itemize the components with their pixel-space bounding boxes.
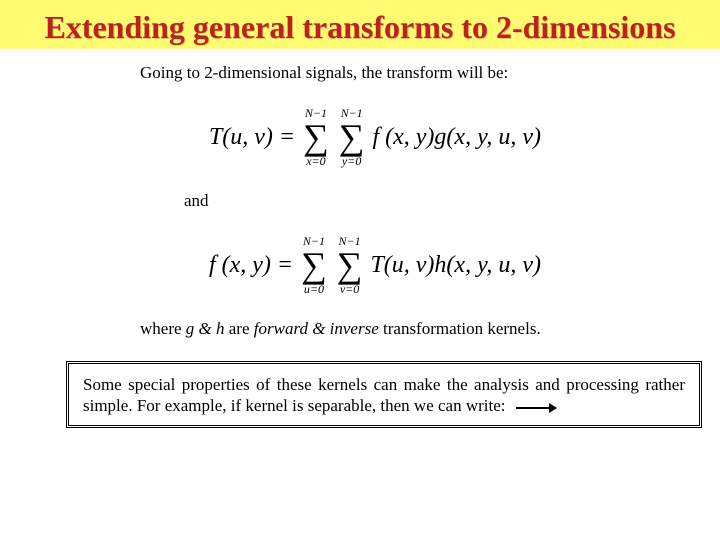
eq2-rhs: T(u, v)h(x, y, u, v) [370, 252, 541, 278]
title-banner: Extending general transforms to 2-dimens… [0, 0, 720, 49]
sum2-inner: N−1 ∑ v=0 [337, 235, 363, 295]
and-text: and [184, 191, 610, 211]
kernel-note: where g & h are forward & inverse transf… [140, 319, 610, 339]
formula-inverse: f (x, y) = N−1 ∑ u=0 N−1 ∑ v=0 T(u, v)h(… [140, 235, 610, 295]
sum1-inner: N−1 ∑ y=0 [339, 107, 365, 167]
sum2-outer: N−1 ∑ u=0 [301, 235, 327, 295]
slide-title: Extending general transforms to 2-dimens… [20, 10, 700, 45]
intro-text: Going to 2-dimensional signals, the tran… [140, 63, 610, 83]
callout-text: Some special properties of these kernels… [83, 374, 685, 417]
callout-box: Some special properties of these kernels… [66, 361, 702, 428]
eq1-lhs: T(u, v) = [209, 124, 301, 150]
eq2-lhs: f (x, y) = [209, 252, 299, 278]
content-area: Going to 2-dimensional signals, the tran… [0, 49, 720, 339]
arrow-icon [516, 407, 556, 409]
sum1-outer: N−1 ∑ x=0 [303, 107, 329, 167]
eq1-rhs: f (x, y)g(x, y, u, v) [372, 124, 541, 150]
formula-forward: T(u, v) = N−1 ∑ x=0 N−1 ∑ y=0 f (x, y)g(… [140, 107, 610, 167]
